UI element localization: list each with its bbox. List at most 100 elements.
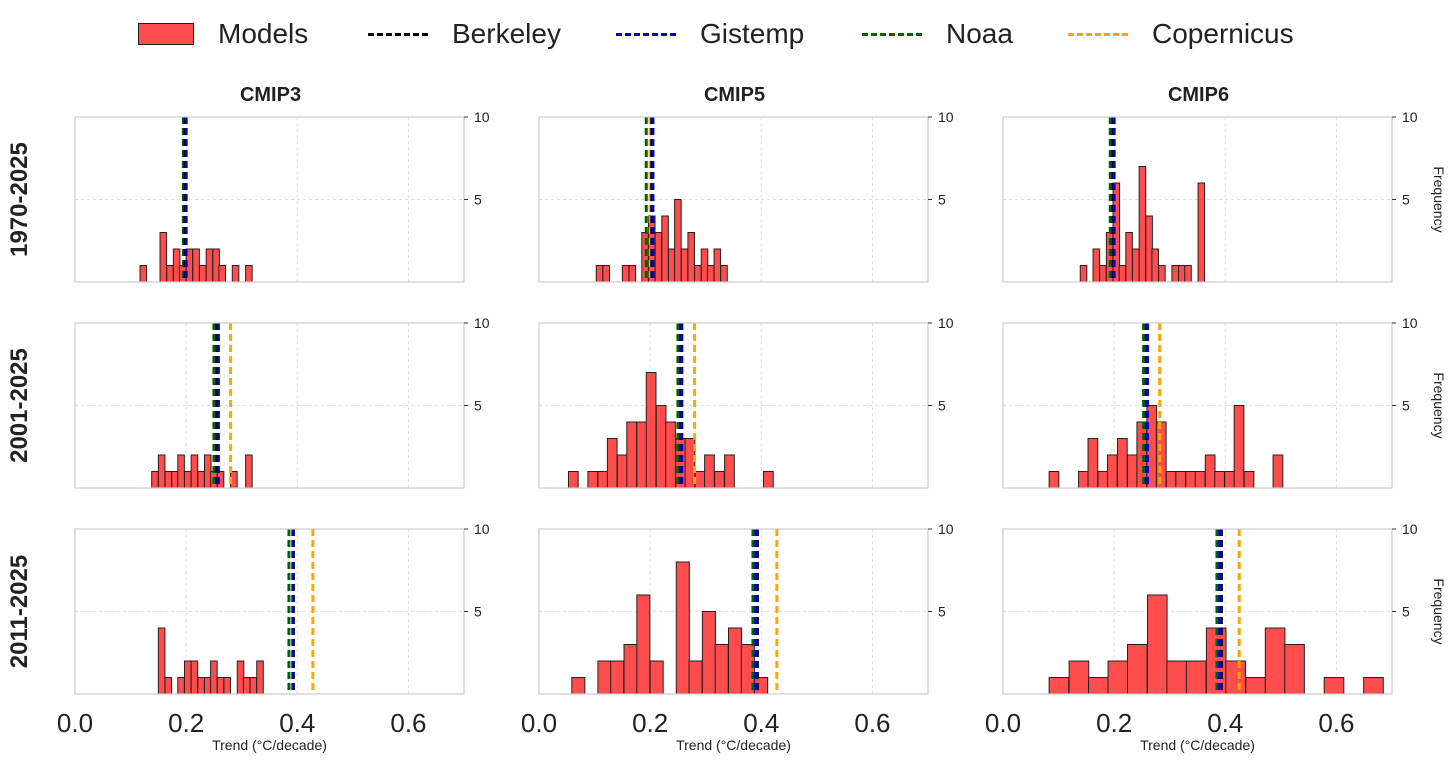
histogram-bar xyxy=(623,644,638,695)
histogram-bar xyxy=(661,215,669,283)
histogram-bar xyxy=(1243,471,1255,489)
y-axis-label: Frequency xyxy=(1431,166,1447,232)
x-tick-label: 0.0 xyxy=(521,708,557,738)
histogram-bar xyxy=(218,265,226,283)
histogram-bar xyxy=(1097,471,1109,489)
histogram-bar xyxy=(190,660,199,695)
legend-label-copernicus: Copernicus xyxy=(1152,18,1294,49)
histogram-bar xyxy=(197,471,205,489)
histogram-bar xyxy=(1146,594,1168,695)
histogram-bar xyxy=(704,454,715,489)
histogram-bar xyxy=(1194,471,1206,489)
y-tick-label: 5 xyxy=(474,192,482,208)
histogram-bar xyxy=(626,421,638,489)
histogram-bar xyxy=(700,248,709,283)
legend-label-noaa: Noaa xyxy=(946,18,1013,49)
histogram-bar xyxy=(654,232,663,283)
y-tick-label: 10 xyxy=(1402,109,1418,125)
histogram-bar xyxy=(595,265,604,283)
histogram-bar xyxy=(567,471,579,489)
x-axis-label: Trend (°C/decade) xyxy=(212,737,327,753)
y-tick-label: 10 xyxy=(474,521,490,537)
histogram-bar xyxy=(183,471,192,489)
y-tick-label: 5 xyxy=(938,604,946,620)
histogram-bar xyxy=(139,265,148,283)
y-tick-label: 5 xyxy=(1402,192,1410,208)
histogram-bar xyxy=(706,265,715,283)
legend-label-berkeley: Berkeley xyxy=(452,18,561,49)
y-tick-label: 10 xyxy=(938,521,954,537)
histogram-bar xyxy=(724,454,735,489)
histogram-bar xyxy=(621,265,630,283)
row-label-1970-2025: 1970-2025 xyxy=(6,142,33,257)
histogram-bar xyxy=(628,265,637,283)
x-axis-label: Trend (°C/decade) xyxy=(676,737,791,753)
histogram-bar xyxy=(1092,248,1101,283)
y-axis-label: Frequency xyxy=(1431,372,1447,438)
x-tick-label: 0.6 xyxy=(390,708,426,738)
histogram-bar xyxy=(242,677,251,695)
x-tick-label: 0.2 xyxy=(168,708,204,738)
legend-swatch-copernicus xyxy=(1068,32,1128,36)
histogram-bar xyxy=(1184,265,1192,283)
histogram-bar xyxy=(157,627,166,695)
y-tick-label: 5 xyxy=(474,398,482,414)
y-tick-label: 10 xyxy=(474,109,490,125)
histogram-bar xyxy=(1363,677,1384,695)
histogram-bar xyxy=(597,660,612,695)
histogram-bar xyxy=(1068,660,1090,695)
histogram-bar xyxy=(1087,438,1099,489)
histogram-bar xyxy=(205,248,214,283)
column-title-cmip6: CMIP6 xyxy=(1168,84,1229,106)
histogram-bar xyxy=(655,405,667,489)
x-tick-label: 0.4 xyxy=(279,708,315,738)
histogram-bar xyxy=(1116,438,1128,489)
histogram-bar xyxy=(190,454,199,489)
legend-item-gistemp: Gistemp xyxy=(616,14,804,54)
histogram-bar xyxy=(1245,677,1266,695)
histogram-bar xyxy=(172,248,181,283)
histogram-bar xyxy=(216,677,225,695)
legend-label-models: Models xyxy=(218,18,309,49)
histogram-bar xyxy=(1048,471,1060,489)
histogram-bar xyxy=(249,677,258,695)
row-label-2011-2025: 2011-2025 xyxy=(6,555,33,668)
histogram-bar xyxy=(645,372,657,489)
histogram-bar xyxy=(177,454,185,489)
histogram-bar xyxy=(1158,265,1166,283)
y-axis-label: Frequency xyxy=(1431,578,1447,644)
histogram-bar xyxy=(1048,677,1070,695)
x-tick-label: 0.4 xyxy=(743,708,779,738)
histogram-bar xyxy=(1145,215,1153,283)
row-label-2001-2025: 2001-2025 xyxy=(6,348,33,463)
histogram-bar xyxy=(1107,660,1129,695)
histogram-bar xyxy=(1284,644,1305,695)
legend-item-berkeley: Berkeley xyxy=(368,14,561,54)
histogram-bar xyxy=(636,421,648,489)
legend-swatch-berkeley xyxy=(368,32,428,36)
histogram-bar xyxy=(1151,248,1159,283)
x-axis-label: Trend (°C/decade) xyxy=(1140,737,1255,753)
histogram-bar xyxy=(1197,182,1206,283)
histogram-bar xyxy=(1264,627,1286,695)
y-tick-label: 5 xyxy=(1402,398,1410,414)
legend: Models Berkeley Gistemp Noaa Copernicus xyxy=(0,0,1456,70)
histogram-bar xyxy=(1126,644,1148,695)
histogram-bar xyxy=(1106,454,1118,489)
histogram-bar xyxy=(157,454,166,489)
histogram-bar xyxy=(1131,248,1140,283)
histogram-bar xyxy=(245,265,253,283)
legend-swatch-gistemp xyxy=(616,32,676,36)
histogram-bar xyxy=(1166,660,1188,695)
y-tick-label: 10 xyxy=(938,315,954,331)
histogram-bar xyxy=(159,232,168,283)
legend-swatch-noaa xyxy=(862,32,922,36)
histogram-bar xyxy=(1125,232,1133,283)
histogram-bar xyxy=(587,471,599,489)
histogram-bar xyxy=(203,454,212,489)
legend-item-noaa: Noaa xyxy=(862,14,1013,54)
x-tick-label: 0.2 xyxy=(1096,708,1132,738)
y-tick-label: 10 xyxy=(938,109,954,125)
histogram-bar xyxy=(727,627,743,695)
